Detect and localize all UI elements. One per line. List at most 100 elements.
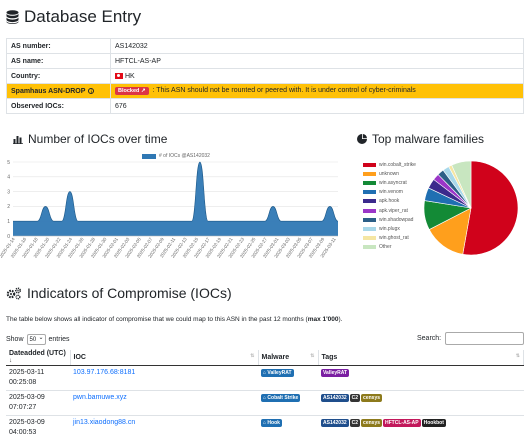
tag-badge[interactable]: C2: [349, 393, 361, 402]
ioc-link[interactable]: pwn.bamuwe.xyz: [73, 393, 127, 401]
database-icon: [6, 10, 19, 24]
cell-dateadded: 2025-03-09 04:00:53: [6, 414, 70, 436]
ioc-link[interactable]: 103.97.176.68:8181: [73, 368, 136, 376]
pie-legend-item[interactable]: Other: [363, 243, 416, 252]
legend-swatch: [363, 226, 376, 231]
external-link-icon[interactable]: ↗: [140, 88, 146, 94]
table-row: 2025-03-09 07:07:27 pwn.bamuwe.xyz ⌂ Cobalt…: [6, 389, 524, 415]
legend-label: win.asyncrat: [379, 179, 407, 186]
cell-tags: AS142032 C2 censys: [318, 389, 524, 415]
cell-ioc: pwn.bamuwe.xyz: [70, 389, 258, 415]
page-header: Database Entry: [6, 7, 141, 27]
date-value: 2025-03-09: [9, 418, 45, 426]
legend-swatch: [363, 162, 376, 167]
date-value: 2025-03-11: [9, 368, 45, 376]
tag-badge[interactable]: Hookbot: [421, 418, 446, 427]
search-input[interactable]: [445, 332, 525, 345]
info-value: HFTCL-AS-AP: [110, 53, 524, 69]
col-ioc[interactable]: IOC ⇅: [70, 350, 259, 366]
ioc-section-title: Indicators of Compromise (IOCs): [27, 285, 232, 301]
ioc-description: The table below shows all indicator of c…: [6, 316, 343, 323]
tag-badge[interactable]: HFTCL-AS-AP: [383, 418, 421, 427]
desc-text: The table below shows all indicator of c…: [6, 316, 308, 323]
legend-swatch: [363, 180, 376, 185]
malware-badge[interactable]: ⌂ Cobalt Strike: [261, 393, 301, 402]
bar-chart-icon: [13, 136, 23, 144]
ioc-section-header: Indicators of Compromise (IOCs): [6, 285, 232, 301]
col-tags[interactable]: Tags ⇅: [318, 350, 524, 366]
page-length-select[interactable]: 50: [26, 333, 46, 345]
table-row: 2025-03-09 04:00:53 jin13.xiaodong88.cn ⌂ H…: [6, 414, 524, 436]
table-header-row: Dateadded (UTC) ↓ IOC ⇅ Malware ⇅ Tags ⇅: [6, 350, 524, 366]
table-row: 2025-03-11 00:25:08 103.97.176.68:8181 ⌂ Va…: [6, 364, 524, 390]
malware-name: Hook: [267, 419, 280, 426]
ioc-series-area: [13, 162, 338, 236]
col-malware[interactable]: Malware ⇅: [258, 350, 319, 366]
info-key: Country:: [6, 68, 111, 84]
sort-icon: ⇅: [310, 353, 315, 359]
pie-legend-item[interactable]: win.ghost_rat: [363, 234, 416, 243]
area-chart-legend[interactable]: # of IOCs @AS142032: [142, 153, 210, 159]
legend-swatch: [363, 245, 376, 250]
cell-malware: ⌂ Hook: [258, 414, 318, 436]
malware-badge[interactable]: ⌂ ValleyRAT: [261, 368, 294, 377]
page-title: Database Entry: [24, 7, 142, 26]
info-row-observed: Observed IOCs: 676: [6, 98, 524, 114]
pie-legend-item[interactable]: win.venom: [363, 188, 416, 197]
time-value: 07:07:27: [9, 403, 37, 411]
ioc-link[interactable]: jin13.xiaodong88.cn: [73, 418, 136, 426]
ioc-area-chart: 0123452025-01-142025-01-162025-01-182025…: [0, 160, 339, 259]
tag-badge[interactable]: AS142032: [321, 393, 349, 402]
tag-badge[interactable]: AS142032: [321, 418, 349, 427]
legend-swatch: [363, 236, 376, 241]
hk-flag-icon: [115, 72, 123, 79]
sort-icon: ⇅: [250, 353, 255, 359]
date-value: 2025-03-09: [9, 393, 45, 401]
legend-label: win.ghost_rat: [379, 235, 409, 242]
asn-info-table: AS number: AS142032 AS name: HFTCL-AS-AP…: [6, 38, 524, 114]
gears-icon: [6, 286, 22, 299]
tag-badge[interactable]: ValleyRAT: [321, 368, 350, 377]
malware-name: ValleyRAT: [267, 369, 292, 376]
pie-legend: win.cobalt_strike unknown win.asyncrat win.…: [363, 160, 416, 252]
y-tick-label: 0: [7, 234, 10, 240]
pie-legend-item[interactable]: unknown: [363, 169, 416, 178]
cell-dateadded: 2025-03-09 07:07:27: [6, 389, 70, 415]
y-tick-label: 4: [7, 175, 10, 181]
tag-badge[interactable]: C2: [349, 418, 361, 427]
info-value: 676: [110, 98, 524, 114]
legend-label: win.plugx: [379, 225, 400, 232]
malware-chart-header: Top malware families: [357, 132, 484, 146]
malware-badge[interactable]: ⌂ Hook: [261, 418, 282, 427]
cell-ioc: 103.97.176.68:8181: [70, 364, 258, 390]
info-value: HK: [110, 68, 524, 84]
info-key: AS name:: [6, 53, 111, 69]
pie-chart-icon: [357, 134, 367, 144]
legend-label: apk.hook: [379, 198, 400, 205]
page-length-control: Show 50 entries: [6, 333, 70, 345]
tag-badge[interactable]: censys: [361, 418, 383, 427]
pie-slice-other[interactable]: [451, 160, 472, 209]
pie-legend-item[interactable]: win.asyncrat: [363, 178, 416, 187]
entries-label: entries: [48, 336, 70, 343]
pie-legend-item[interactable]: win.shadowpad: [363, 215, 416, 224]
legend-label: win.cobalt_strike: [379, 161, 416, 168]
col-dateadded[interactable]: Dateadded (UTC) ↓: [6, 350, 71, 366]
y-tick-label: 2: [7, 204, 10, 210]
info-circle-icon[interactable]: i: [88, 87, 95, 94]
desc-end: ).: [338, 316, 343, 323]
pie-slice-win-cobalt-strike[interactable]: [462, 160, 519, 256]
pie-legend-item[interactable]: win.plugx: [363, 224, 416, 233]
tag-badge[interactable]: censys: [361, 393, 383, 402]
y-tick-label: 1: [7, 219, 10, 225]
info-key: Observed IOCs:: [6, 98, 111, 114]
cell-ioc: jin13.xiaodong88.cn: [70, 414, 258, 436]
pie-legend-item[interactable]: apk.viper_rat: [363, 206, 416, 215]
pie-legend-item[interactable]: win.cobalt_strike: [363, 160, 416, 169]
time-value: 00:25:08: [9, 378, 37, 386]
y-tick-label: 5: [7, 160, 10, 166]
blocked-badge: Blocked ↗: [115, 87, 149, 95]
legend-swatch: [363, 208, 376, 213]
malware-icon: ⌂: [263, 369, 268, 376]
pie-legend-item[interactable]: apk.hook: [363, 197, 416, 206]
